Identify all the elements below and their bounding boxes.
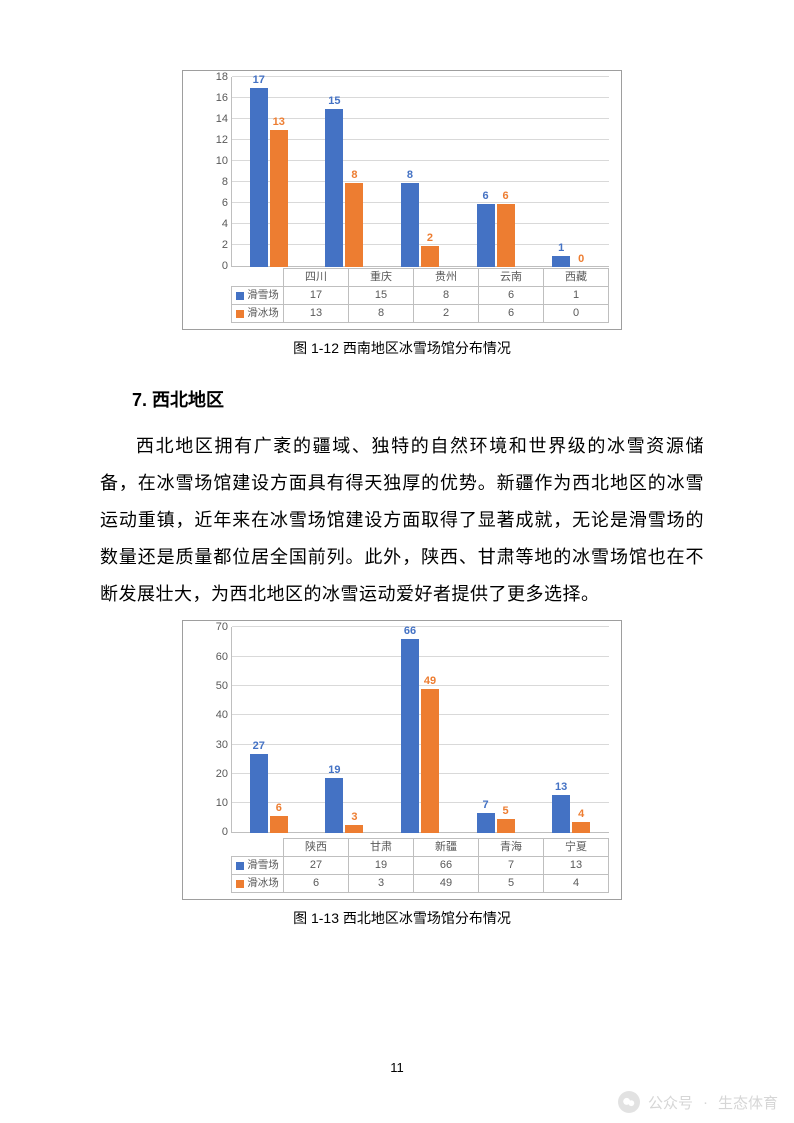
bar: 5	[497, 819, 515, 834]
bar: 27	[250, 754, 268, 833]
section-heading: 7. 西北地区	[132, 386, 704, 412]
watermark-prefix: 公众号	[648, 1092, 693, 1113]
bar: 6	[497, 204, 515, 267]
bar-group: 158	[307, 77, 383, 267]
chart2-caption: 图 1-13 西北地区冰雪场馆分布情况	[100, 908, 704, 928]
bar: 6	[270, 816, 288, 834]
body-paragraph: 西北地区拥有广袤的疆域、独特的自然环境和世界级的冰雪资源储备，在冰雪场馆建设方面…	[100, 428, 704, 612]
chart1-caption: 图 1-12 西南地区冰雪场馆分布情况	[100, 338, 704, 358]
wechat-icon	[618, 1091, 640, 1113]
bar: 17	[250, 88, 268, 267]
chart1-data-table: 四川重庆贵州云南西藏滑雪场1715861滑冰场138260	[231, 268, 609, 323]
bar-group: 75	[458, 627, 534, 833]
bar-group: 1713	[231, 77, 307, 267]
bar-group: 6649	[382, 627, 458, 833]
bar-group: 82	[382, 77, 458, 267]
bar: 13	[270, 130, 288, 267]
bar-group: 193	[307, 627, 383, 833]
chart2-plot: 010203040506070 276193664975134	[231, 627, 609, 833]
bar: 8	[401, 183, 419, 267]
bar-group: 276	[231, 627, 307, 833]
watermark: 公众号 · 生态体育	[618, 1091, 778, 1113]
bar-group: 134	[533, 627, 609, 833]
bar: 8	[345, 183, 363, 267]
bar-group: 66	[458, 77, 534, 267]
bar: 15	[325, 109, 343, 267]
bar: 49	[421, 689, 439, 833]
bar: 2	[421, 246, 439, 267]
chart1-bars: 1713158826610	[231, 77, 609, 267]
bar: 66	[401, 639, 419, 833]
watermark-dot: ·	[701, 1094, 710, 1111]
bar: 3	[345, 825, 363, 834]
watermark-name: 生态体育	[718, 1092, 778, 1113]
bar: 4	[572, 822, 590, 834]
chart2-data-table: 陕西甘肃新疆青海宁夏滑雪场271966713滑冰场634954	[231, 838, 609, 893]
bar: 1	[552, 256, 570, 267]
bar: 13	[552, 795, 570, 833]
chart-1-13: 010203040506070 276193664975134 陕西甘肃新疆青海…	[182, 620, 622, 900]
chart2-bars: 276193664975134	[231, 627, 609, 833]
bar: 6	[477, 204, 495, 267]
bar: 7	[477, 813, 495, 834]
bar-group: 10	[533, 77, 609, 267]
chart1-plot: 024681012141618 1713158826610	[231, 77, 609, 267]
chart-1-12: 024681012141618 1713158826610 四川重庆贵州云南西藏…	[182, 70, 622, 330]
page-number: 11	[0, 1060, 794, 1075]
bar: 19	[325, 778, 343, 834]
